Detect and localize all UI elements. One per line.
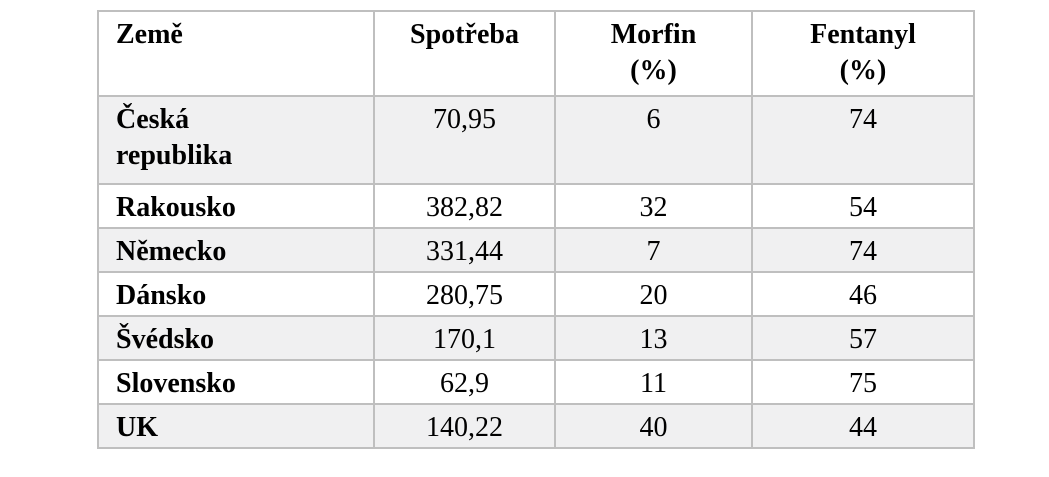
- table-row: Slovensko 62,9 11 75: [97, 359, 975, 405]
- column-header-sublabel: (%): [630, 55, 677, 87]
- table-row: Česká republika 70,95 6 74: [97, 95, 975, 185]
- country-label: Česká republika: [116, 104, 233, 172]
- column-header-label: Spotřeba: [410, 19, 519, 50]
- table-row: Rakousko 382,82 32 54: [97, 183, 975, 229]
- cell-spotreba: 70,95: [373, 95, 556, 185]
- cell-morfin: 6: [554, 95, 753, 185]
- column-header-label: Země: [116, 19, 183, 50]
- cell-spotreba: 140,22: [373, 403, 556, 449]
- cell-fentanyl: 75: [751, 359, 975, 405]
- opioid-consumption-table: Země Spotřeba Morfin (%) Fentanyl (%): [97, 10, 975, 449]
- cell-fentanyl: 74: [751, 227, 975, 273]
- country-label: Švédsko: [116, 324, 215, 355]
- cell-spotreba: 170,1: [373, 315, 556, 361]
- cell-country: Rakousko: [97, 183, 375, 229]
- cell-spotreba: 331,44: [373, 227, 556, 273]
- cell-morfin: 11: [554, 359, 753, 405]
- column-header-label: Fentanyl: [810, 19, 916, 50]
- table-row: Švédsko 170,1 13 57: [97, 315, 975, 361]
- cell-fentanyl: 54: [751, 183, 975, 229]
- cell-morfin: 40: [554, 403, 753, 449]
- cell-country: Švédsko: [97, 315, 375, 361]
- cell-morfin: 20: [554, 271, 753, 317]
- cell-country: UK: [97, 403, 375, 449]
- cell-fentanyl: 57: [751, 315, 975, 361]
- cell-fentanyl: 44: [751, 403, 975, 449]
- cell-spotreba: 280,75: [373, 271, 556, 317]
- cell-morfin: 13: [554, 315, 753, 361]
- country-label: Dánsko: [116, 280, 207, 311]
- column-header-morfin: Morfin (%): [554, 10, 753, 97]
- column-header-country: Země: [97, 10, 375, 97]
- cell-country: Česká republika: [97, 95, 375, 185]
- country-label: UK: [116, 412, 158, 443]
- column-header-sublabel: (%): [839, 55, 887, 87]
- column-header-label: Morfin: [610, 19, 697, 50]
- cell-country: Slovensko: [97, 359, 375, 405]
- cell-spotreba: 62,9: [373, 359, 556, 405]
- table-row: UK 140,22 40 44: [97, 403, 975, 449]
- header-row: Země Spotřeba Morfin (%) Fentanyl (%): [97, 10, 975, 97]
- cell-fentanyl: 46: [751, 271, 975, 317]
- cell-country: Dánsko: [97, 271, 375, 317]
- cell-spotreba: 382,82: [373, 183, 556, 229]
- cell-morfin: 32: [554, 183, 753, 229]
- cell-morfin: 7: [554, 227, 753, 273]
- column-header-fentanyl: Fentanyl (%): [751, 10, 975, 97]
- country-label: Rakousko: [116, 192, 236, 223]
- cell-country: Německo: [97, 227, 375, 273]
- cell-fentanyl: 74: [751, 95, 975, 185]
- table-row: Dánsko 280,75 20 46: [97, 271, 975, 317]
- column-header-spotreba: Spotřeba: [373, 10, 556, 97]
- country-label: Německo: [116, 236, 227, 267]
- country-label: Slovensko: [116, 368, 236, 399]
- table-row: Německo 331,44 7 74: [97, 227, 975, 273]
